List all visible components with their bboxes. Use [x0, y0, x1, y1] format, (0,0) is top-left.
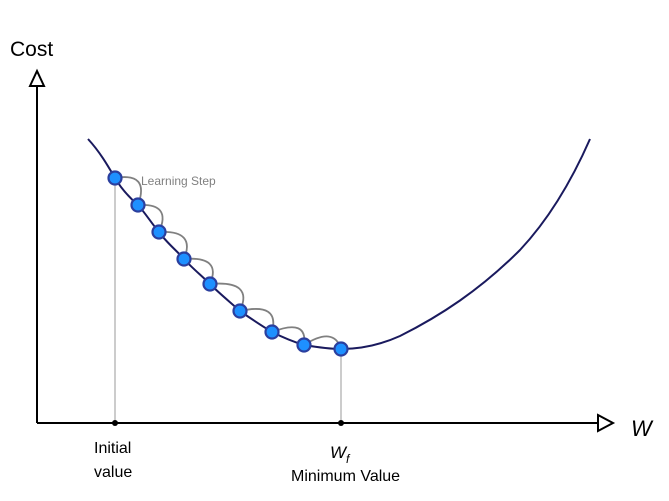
y-axis-title: Cost [10, 38, 53, 61]
step-point [130, 197, 146, 213]
step-point [232, 303, 248, 319]
y-axis-arrowhead [28, 68, 46, 87]
wf-main: W [330, 443, 348, 462]
minimum-value-tick [338, 420, 344, 426]
step-point [176, 251, 192, 267]
learning-step-arcs [114, 176, 342, 350]
step-point [264, 324, 280, 340]
wf-subscript: f [346, 452, 351, 466]
minimum-value-label: Minimum Value [291, 468, 400, 485]
initial-value-tick [112, 420, 118, 426]
step-point [296, 337, 312, 353]
cost-curve [87, 138, 591, 351]
step-point [107, 170, 123, 186]
wf-label: Wf [330, 443, 351, 466]
x-axis-arrowhead [597, 413, 616, 433]
step-point [202, 276, 218, 292]
x-axis-title: W [631, 416, 654, 441]
learning-step-label: Learning Step [141, 174, 216, 188]
step-point [151, 224, 167, 240]
step-points [107, 170, 349, 357]
initial-value-label-line1: Initial [94, 440, 131, 457]
step-point [333, 341, 349, 357]
initial-value-label-line2: value [94, 464, 132, 481]
